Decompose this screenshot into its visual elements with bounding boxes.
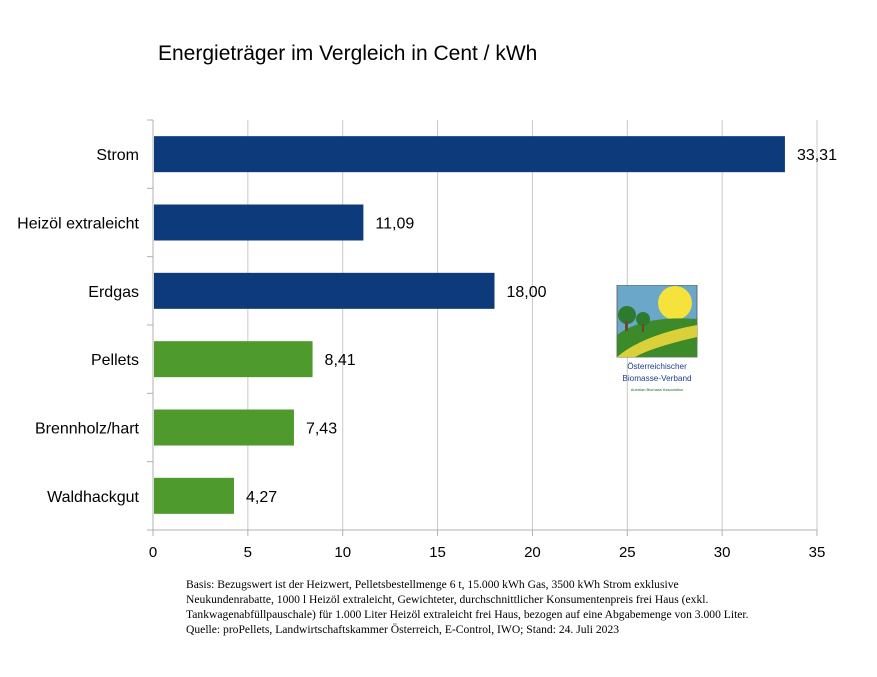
biomasse-verband-logo: Österreichischer Biomasse-Verband Austri…	[616, 285, 698, 392]
category-label: Erdgas	[88, 284, 139, 301]
bars	[154, 136, 785, 514]
bar	[154, 409, 294, 446]
value-label: 33,31	[797, 147, 837, 164]
footnote-line: Neukundenrabatte, 1000 l Heizöl extralei…	[186, 593, 709, 606]
bar	[154, 341, 313, 378]
x-tick-label: 0	[149, 544, 157, 561]
bar	[154, 477, 235, 514]
footnote: Basis: Bezugswert ist der Heizwert, Pell…	[186, 577, 846, 637]
category-label: Heizöl extraleicht	[17, 216, 139, 233]
bar	[154, 136, 785, 173]
category-label: Strom	[96, 147, 139, 164]
x-tick-label: 5	[244, 544, 252, 561]
logo-text-line1: Österreichischer	[627, 361, 687, 371]
category-label: Pellets	[91, 352, 139, 369]
bar	[154, 272, 495, 309]
logo-text-line2: Biomasse-Verband	[622, 374, 692, 383]
axes	[147, 119, 818, 536]
bar	[154, 204, 364, 241]
x-tick-label: 25	[619, 544, 636, 561]
logo-text-line3: Austrian Biomass Association	[631, 387, 683, 392]
x-tick-label: 10	[334, 544, 351, 561]
value-label: 11,09	[375, 216, 414, 233]
x-tick-label: 15	[429, 544, 446, 561]
chart-title: Energieträger im Vergleich in Cent / kWh	[158, 42, 537, 65]
footnote-line: Tankwagenabfüllpauschale) für 1.000 Lite…	[186, 608, 749, 621]
value-label: 7,43	[306, 421, 337, 438]
grid-lines	[247, 120, 818, 530]
value-label: 18,00	[506, 284, 546, 301]
footnote-line: Basis: Bezugswert ist der Heizwert, Pell…	[186, 578, 679, 591]
footnote-line: Quelle: proPellets, Landwirtschaftskamme…	[186, 623, 620, 636]
value-label: 8,41	[325, 352, 356, 369]
category-label: Brennholz/hart	[35, 421, 140, 438]
value-label: 4,27	[246, 489, 277, 506]
x-tick-label: 30	[714, 544, 731, 561]
x-tick-label: 35	[809, 544, 826, 561]
category-label: Waldhackgut	[47, 489, 139, 506]
labels: 0 5 10 15 20 25 30 35 Strom 33,31 Heizöl extraleic…	[17, 147, 837, 561]
x-tick-label: 20	[524, 544, 541, 561]
